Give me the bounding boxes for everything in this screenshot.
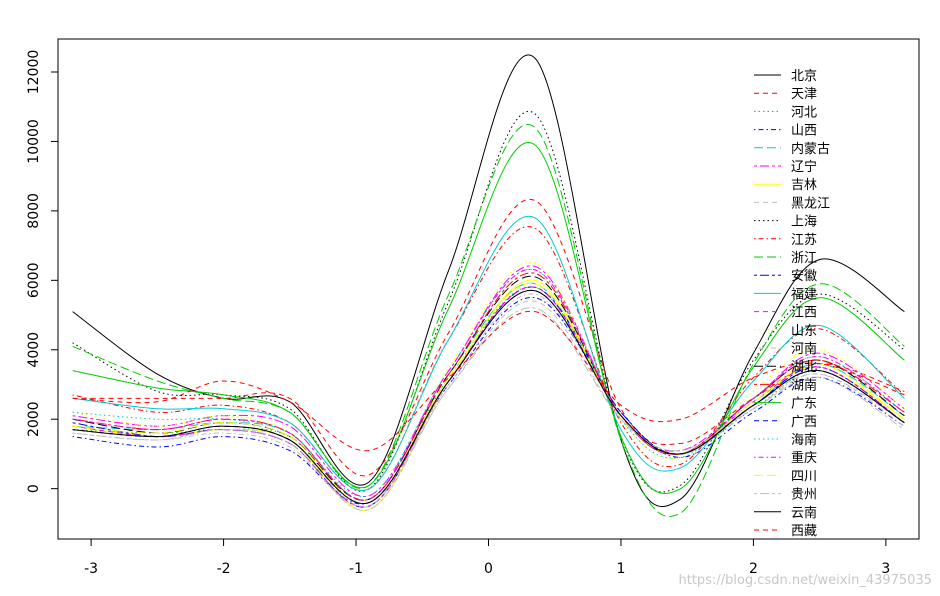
y-axis: 0 2000 4000 6000 8000 10000 12000 <box>26 50 59 493</box>
legend-item: 安徽 <box>754 269 817 284</box>
x-tick-label: 2 <box>749 561 758 577</box>
legend-label: 福建 <box>791 287 817 302</box>
legend-item: 内蒙古 <box>754 141 830 157</box>
legend-item: 湖南 <box>754 377 817 393</box>
legend-label: 黑龙江 <box>791 196 830 211</box>
legend-item: 北京 <box>754 69 817 84</box>
legend-label: 重庆 <box>791 450 817 466</box>
series-line-1 <box>72 198 905 477</box>
legend-label: 云南 <box>791 505 817 521</box>
legend-label: 湖南 <box>791 377 817 393</box>
legend-label: 海南 <box>791 432 817 448</box>
legend-label: 北京 <box>791 69 817 84</box>
legend-label: 湖北 <box>791 360 817 375</box>
series-line-3 <box>72 297 905 505</box>
legend-item: 山西 <box>754 124 817 139</box>
x-tick-label: 3 <box>881 561 890 577</box>
y-tick-label: 4000 <box>26 332 42 368</box>
legend-label: 江苏 <box>791 232 817 248</box>
plot-frame <box>57 38 920 540</box>
legend-label: 山西 <box>791 124 817 139</box>
legend-item: 天津 <box>754 87 817 102</box>
series-line-20 <box>72 268 905 498</box>
series-line-22 <box>72 283 905 505</box>
legend-label: 天津 <box>791 87 817 102</box>
legend-item: 云南 <box>754 505 817 521</box>
legend-item: 西藏 <box>754 524 817 539</box>
watermark-text: https://blog.csdn.net/weixin_43975035 <box>678 573 932 588</box>
legend-label: 河南 <box>791 341 817 357</box>
legend-label: 安徽 <box>791 269 817 284</box>
legend-label: 河北 <box>791 105 817 120</box>
series-line-2 <box>72 286 905 505</box>
legend-label: 西藏 <box>791 524 817 539</box>
legend-item: 河南 <box>754 341 817 357</box>
legend-label: 辽宁 <box>791 159 817 175</box>
legend-label: 四川 <box>791 469 817 484</box>
x-tick-label: -3 <box>84 561 98 577</box>
legend-label: 山东 <box>791 324 817 339</box>
series-line-18 <box>72 142 905 494</box>
x-tick-label: -2 <box>217 561 231 577</box>
series-line-10 <box>72 124 905 517</box>
legend-label: 广西 <box>791 415 817 430</box>
legend-item: 江西 <box>754 306 817 321</box>
legend-item: 辽宁 <box>754 159 817 175</box>
legend-item: 黑龙江 <box>754 196 830 211</box>
y-tick-label: 0 <box>26 484 42 493</box>
x-tick-label: 1 <box>617 561 626 577</box>
series-line-23 <box>72 307 905 511</box>
legend-label: 内蒙古 <box>791 141 830 157</box>
legend-item: 上海 <box>754 215 817 230</box>
legend-item: 四川 <box>754 469 817 484</box>
legend-item: 山东 <box>754 324 817 339</box>
legend-item: 吉林 <box>754 178 817 193</box>
series-line-0 <box>72 54 905 507</box>
x-tick-label: -1 <box>349 561 363 577</box>
y-tick-label: 12000 <box>26 50 42 95</box>
legend-item: 贵州 <box>754 488 817 503</box>
series-layer <box>72 54 905 517</box>
series-line-25 <box>72 310 905 452</box>
legend-item: 湖北 <box>754 360 817 375</box>
legend-label: 吉林 <box>791 178 817 193</box>
series-line-7 <box>72 300 905 508</box>
x-axis: -3 -2 -1 0 1 2 3 <box>84 538 890 577</box>
legend-label: 贵州 <box>791 488 817 503</box>
legend-item: 海南 <box>754 432 817 448</box>
series-line-12 <box>72 215 905 492</box>
legend-item: 浙江 <box>754 251 817 266</box>
x-tick-label: 0 <box>484 561 493 577</box>
series-line-6 <box>72 279 905 511</box>
y-tick-label: 2000 <box>26 401 42 437</box>
legend-item: 广西 <box>754 415 817 430</box>
legend-label: 浙江 <box>791 251 817 266</box>
legend-item: 重庆 <box>754 450 817 466</box>
series-line-15 <box>72 293 905 508</box>
legend-label: 广东 <box>791 397 817 412</box>
legend-item: 江苏 <box>754 232 817 248</box>
y-tick-label: 10000 <box>26 119 42 164</box>
series-line-16 <box>72 275 905 501</box>
series-line-17 <box>72 272 905 501</box>
y-tick-label: 8000 <box>26 193 42 229</box>
legend-item: 河北 <box>754 105 817 120</box>
legend-item: 广东 <box>754 397 817 412</box>
legend-label: 上海 <box>791 215 817 230</box>
legend-item: 福建 <box>754 287 817 302</box>
y-tick-label: 6000 <box>26 262 42 298</box>
series-line-9 <box>72 226 905 492</box>
legend-label: 江西 <box>791 306 817 321</box>
series-line-13 <box>72 286 905 508</box>
series-line-14 <box>72 261 905 501</box>
legend: 北京天津河北山西内蒙古辽宁吉林黑龙江上海江苏浙江安徽福建江西山东河南湖北湖南广东… <box>754 69 830 539</box>
